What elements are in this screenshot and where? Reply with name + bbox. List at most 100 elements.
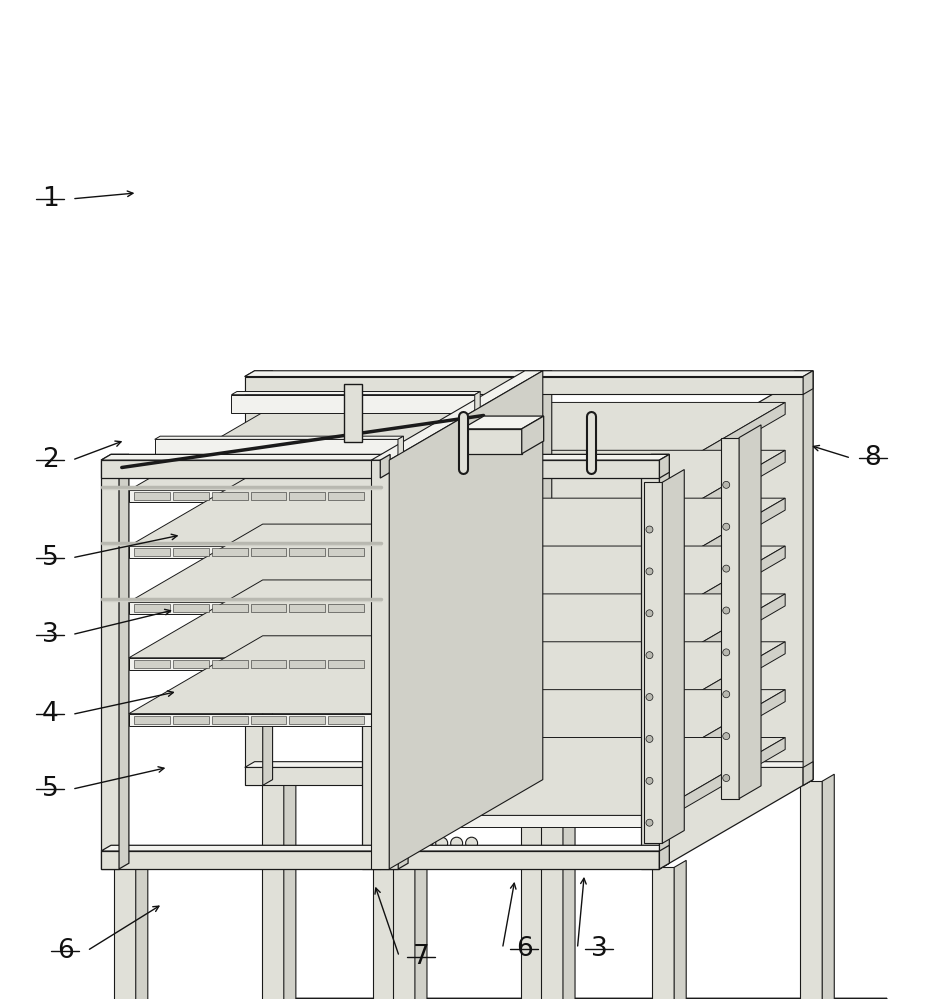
Polygon shape [803, 371, 813, 785]
Polygon shape [800, 781, 822, 1000]
Polygon shape [381, 845, 669, 851]
Polygon shape [129, 602, 372, 614]
Polygon shape [328, 716, 364, 724]
Polygon shape [462, 416, 543, 429]
Circle shape [723, 565, 729, 572]
Polygon shape [521, 781, 543, 1000]
Polygon shape [785, 377, 803, 785]
Polygon shape [645, 482, 663, 843]
Polygon shape [244, 767, 524, 785]
Circle shape [723, 775, 729, 782]
Circle shape [723, 733, 729, 740]
Polygon shape [119, 454, 129, 869]
Polygon shape [373, 867, 395, 1000]
Polygon shape [129, 636, 506, 714]
Polygon shape [522, 416, 543, 454]
Polygon shape [739, 425, 761, 799]
Text: 4: 4 [41, 701, 58, 727]
Polygon shape [524, 371, 534, 785]
Polygon shape [251, 716, 287, 724]
Polygon shape [173, 604, 209, 612]
Polygon shape [328, 604, 364, 612]
Circle shape [723, 607, 729, 614]
Polygon shape [362, 460, 381, 869]
Circle shape [723, 691, 729, 698]
Polygon shape [651, 594, 785, 684]
Text: 2: 2 [41, 447, 58, 473]
Polygon shape [362, 454, 390, 460]
Polygon shape [651, 402, 785, 492]
Polygon shape [155, 436, 403, 439]
Polygon shape [674, 860, 686, 1000]
Circle shape [723, 523, 729, 530]
Polygon shape [102, 851, 381, 869]
Polygon shape [381, 851, 660, 869]
Polygon shape [660, 454, 669, 869]
Circle shape [465, 837, 478, 849]
Polygon shape [371, 371, 542, 460]
Polygon shape [129, 546, 372, 558]
Polygon shape [393, 867, 415, 1000]
Circle shape [723, 481, 729, 488]
Circle shape [646, 819, 653, 826]
Polygon shape [408, 767, 651, 779]
Polygon shape [284, 774, 296, 1000]
Polygon shape [133, 492, 170, 500]
Polygon shape [102, 845, 390, 851]
Polygon shape [408, 815, 651, 827]
Polygon shape [129, 490, 372, 502]
Polygon shape [290, 492, 325, 500]
Polygon shape [328, 548, 364, 556]
Polygon shape [660, 845, 669, 869]
Polygon shape [133, 604, 170, 612]
Polygon shape [408, 642, 785, 720]
Polygon shape [244, 377, 524, 394]
Polygon shape [651, 450, 785, 540]
Polygon shape [541, 371, 552, 785]
Polygon shape [381, 454, 669, 460]
Polygon shape [408, 737, 785, 815]
Polygon shape [651, 690, 785, 779]
Polygon shape [135, 860, 148, 1000]
Polygon shape [129, 714, 372, 726]
Polygon shape [212, 660, 247, 668]
Polygon shape [785, 371, 813, 377]
Text: 6: 6 [56, 938, 73, 964]
Polygon shape [212, 716, 247, 724]
Polygon shape [231, 392, 480, 395]
Circle shape [406, 837, 417, 849]
Polygon shape [102, 460, 381, 478]
Text: 8: 8 [865, 445, 882, 471]
Polygon shape [262, 781, 284, 1000]
Polygon shape [155, 439, 398, 457]
Polygon shape [462, 429, 522, 454]
Polygon shape [129, 468, 506, 546]
Circle shape [646, 526, 653, 533]
Polygon shape [660, 454, 669, 478]
Polygon shape [244, 377, 262, 785]
Text: 7: 7 [413, 944, 430, 970]
Polygon shape [408, 480, 651, 492]
Polygon shape [102, 454, 390, 460]
Polygon shape [244, 371, 273, 377]
Polygon shape [212, 604, 247, 612]
Polygon shape [344, 384, 362, 442]
Polygon shape [651, 546, 785, 636]
Polygon shape [524, 762, 813, 767]
Text: 3: 3 [591, 936, 608, 962]
Polygon shape [381, 454, 390, 869]
Polygon shape [524, 371, 813, 377]
Polygon shape [328, 660, 364, 668]
Text: 5: 5 [41, 776, 58, 802]
Polygon shape [231, 395, 475, 413]
Polygon shape [244, 371, 534, 377]
Polygon shape [543, 774, 556, 1000]
Polygon shape [641, 460, 660, 869]
Text: 5: 5 [41, 545, 58, 571]
Polygon shape [290, 716, 325, 724]
Polygon shape [663, 470, 684, 843]
Polygon shape [563, 774, 575, 1000]
Polygon shape [212, 492, 247, 500]
Polygon shape [541, 781, 563, 1000]
Polygon shape [408, 402, 785, 480]
